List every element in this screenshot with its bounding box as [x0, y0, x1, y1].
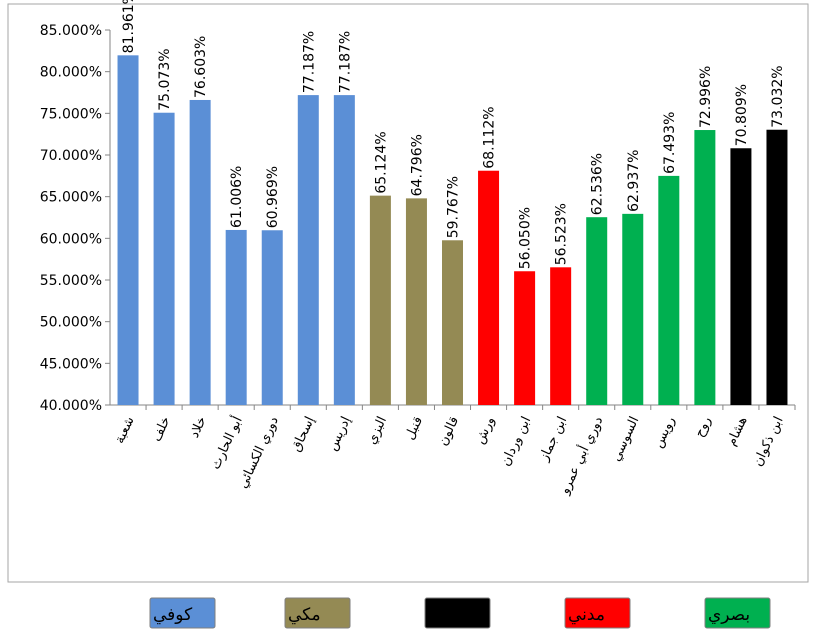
y-tick-label: 55.000%	[40, 273, 102, 289]
data-labels: 81.961% 75.073% 76.603% 61.006% 60.969% 77.18…	[121, 0, 786, 269]
data-label: 77.187%	[301, 31, 317, 93]
data-label: 67.493%	[662, 112, 678, 174]
bar	[189, 99, 211, 405]
legend-swatch	[564, 597, 631, 629]
data-label: 59.767%	[446, 176, 462, 238]
data-label: 76.603%	[193, 36, 209, 98]
y-tick-label: 85.000%	[40, 23, 102, 39]
y-tick-label: 40.000%	[40, 398, 102, 414]
bar	[225, 229, 247, 405]
data-label: 65.124%	[373, 131, 389, 193]
bar	[297, 95, 319, 405]
data-label: 56.523%	[554, 203, 570, 265]
data-label: 75.073%	[157, 48, 173, 110]
legend-label: كوفي	[153, 605, 193, 625]
data-label: 61.006%	[229, 166, 245, 228]
bar	[442, 240, 463, 405]
data-label: 73.032%	[770, 65, 786, 127]
legend-swatch	[149, 597, 216, 629]
bar	[586, 217, 608, 405]
bar	[478, 170, 500, 405]
legend-swatch	[284, 597, 351, 629]
y-tick-label: 45.000%	[40, 356, 102, 372]
data-label: 56.050%	[518, 207, 534, 269]
data-label: 77.187%	[337, 31, 353, 93]
legend-label: شامي	[428, 605, 471, 625]
y-tick-label: 65.000%	[40, 190, 102, 206]
bar	[622, 213, 644, 405]
bar	[153, 112, 175, 405]
legend-label: بصري	[708, 605, 750, 625]
legend-label: مكي	[288, 605, 321, 625]
bar	[694, 130, 716, 406]
data-label: 62.937%	[626, 150, 642, 212]
bar	[766, 129, 788, 405]
bar	[261, 230, 283, 405]
legend-swatch	[424, 597, 491, 629]
bar	[514, 271, 536, 405]
bars	[117, 55, 796, 410]
data-label: 60.969%	[265, 166, 281, 228]
bar	[369, 195, 391, 405]
data-label: 68.112%	[482, 106, 498, 168]
bar	[730, 148, 752, 405]
bar	[405, 198, 427, 405]
data-label: 70.809%	[734, 84, 750, 146]
bar	[117, 55, 139, 405]
legend-label: مدني	[568, 605, 605, 625]
data-label: 81.961%	[121, 0, 137, 53]
y-tick-label: 70.000%	[40, 148, 102, 164]
bar	[658, 175, 680, 405]
legend: بصري مدني شامي مكي كوفي	[149, 597, 771, 629]
data-label: 64.796%	[409, 134, 425, 196]
data-label: 62.536%	[590, 153, 606, 215]
y-axis: 40.000% 45.000% 50.000% 55.000% 60.000% 65.00…	[40, 23, 795, 414]
y-tick-label: 75.000%	[40, 106, 102, 122]
bar	[333, 95, 355, 405]
y-tick-label: 50.000%	[40, 315, 102, 331]
legend-swatch	[704, 597, 771, 629]
bar	[550, 267, 572, 405]
y-tick-label: 80.000%	[40, 65, 102, 81]
data-label: 72.996%	[698, 66, 714, 128]
y-tick-label: 60.000%	[40, 231, 102, 247]
